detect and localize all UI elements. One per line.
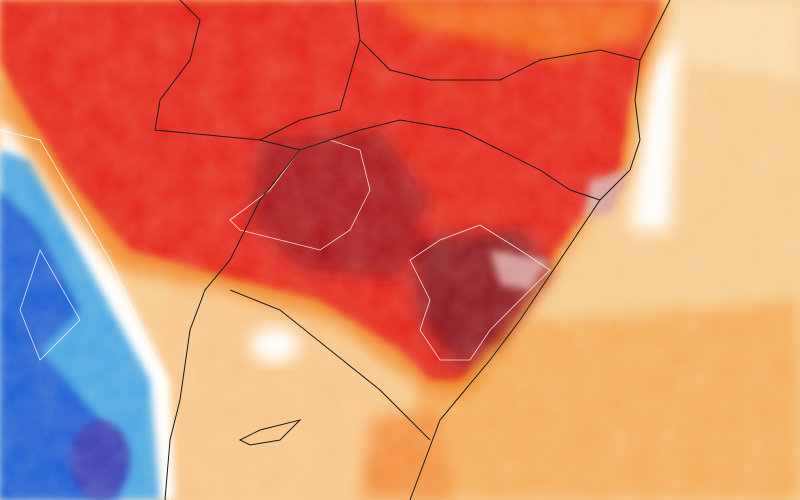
coastline	[409, 0, 671, 500]
contour	[0, 129, 171, 500]
border	[259, 119, 601, 201]
border	[229, 289, 431, 441]
border	[359, 39, 641, 81]
contour	[409, 224, 551, 361]
contour	[19, 249, 81, 361]
borders	[154, 0, 671, 500]
contours	[0, 129, 551, 500]
contour	[229, 139, 371, 251]
border	[154, 0, 361, 141]
lake	[238, 419, 302, 446]
border	[164, 149, 301, 500]
